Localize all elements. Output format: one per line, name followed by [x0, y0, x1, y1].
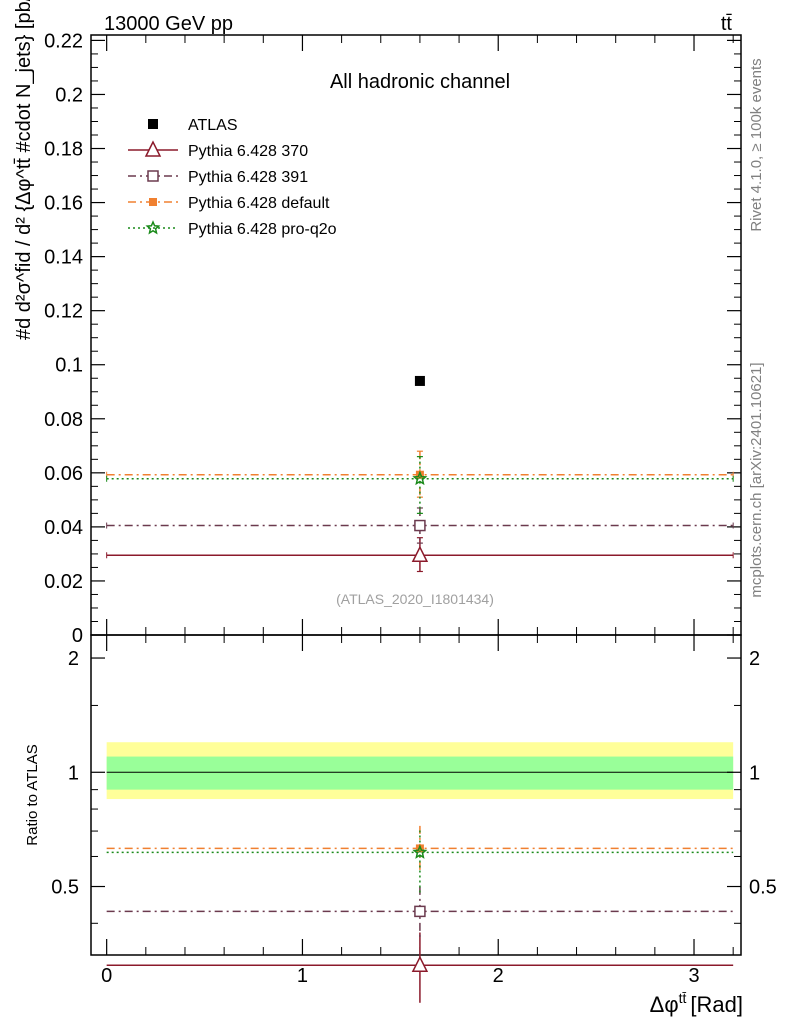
ratio-marker-0 — [411, 955, 429, 973]
legend-label-4: Pythia 6.428 pro-q2o — [188, 221, 337, 238]
x-axis-label: Δφtt̄ [Rad] — [650, 990, 743, 1017]
y-tick-label: 0.18 — [44, 139, 83, 161]
y-tick-label: 0.04 — [44, 517, 83, 539]
ratio-tick-label: 2 — [68, 648, 79, 670]
main-y-axis: 0 0.02 0.04 0.06 0.08 0.1 0.12 0.14 0.16 0.18 0.2 0… — [44, 30, 741, 647]
legend-marker-0 — [148, 119, 158, 129]
legend-label-0: ATLAS — [188, 117, 238, 134]
ratio-marker-3 — [412, 844, 428, 859]
y-tick-label: 0.14 — [44, 247, 83, 269]
analysis-watermark: (ATLAS_2020_I1801434) — [336, 591, 494, 607]
ratio-plot-series — [106, 825, 734, 1003]
legend-label-3: Pythia 6.428 default — [188, 195, 330, 212]
y-tick-label: 0.08 — [44, 409, 83, 431]
y-tick-label: 0.06 — [44, 463, 83, 485]
legend-marker-4 — [145, 220, 161, 235]
legend: ATLAS Pythia 6.428 370 Pythia 6.428 391 Pyt… — [128, 117, 337, 238]
y-tick-label: 0.2 — [55, 84, 83, 106]
y-tick-label: 0 — [72, 625, 83, 647]
x-tick-label: 0 — [101, 965, 112, 987]
y-tick-label: 0.1 — [55, 355, 83, 377]
ratio-stat-band — [106, 756, 734, 790]
ratio-tick-label-right: 1 — [749, 762, 760, 784]
y-tick-label: 0.22 — [44, 30, 83, 52]
ratio-y-axis: 0.5 0.5 1 1 2 2 — [51, 648, 777, 924]
ratio-tick-label: 0.5 — [51, 877, 79, 899]
main-y-axis-label: #d d²σ^fid / d² {Δφ^tt̄ #cdot N_jets} [p… — [13, 0, 35, 340]
y-tick-label: 0.12 — [44, 301, 83, 323]
ratio-marker-2 — [415, 844, 424, 853]
header-process-label: tt̄ — [721, 13, 733, 35]
chart-title: All hadronic channel — [330, 71, 510, 93]
main-plot-series — [106, 375, 734, 573]
x-tick-label: 1 — [297, 965, 308, 987]
ratio-tick-label: 1 — [68, 762, 79, 784]
ratio-uncertainty-bands — [106, 742, 734, 800]
ratio-tick-label-right: 2 — [749, 648, 760, 670]
series-marker-1 — [414, 519, 426, 532]
atlas-data-point — [414, 375, 425, 386]
ratio-tick-label-right: 0.5 — [749, 877, 777, 899]
x-axis-label-unit: [Rad] — [690, 992, 743, 1017]
y-tick-label: 0.16 — [44, 193, 83, 215]
rivet-version-label: Rivet 4.1.0, ≥ 100k events — [748, 58, 765, 231]
legend-label-1: Pythia 6.428 370 — [188, 143, 308, 160]
ratio-y-axis-label: Ratio to ATLAS — [24, 744, 41, 845]
x-axis-label-main: Δφ — [650, 992, 679, 1017]
x-axis: 0 1 2 3 — [101, 35, 734, 987]
legend-marker-2 — [147, 170, 159, 182]
x-tick-label: 2 — [493, 965, 504, 987]
legend-label-2: Pythia 6.428 391 — [188, 169, 308, 186]
header-energy-label: 13000 GeV pp — [104, 13, 233, 35]
legend-marker-1 — [144, 140, 162, 157]
x-axis-label-superscript: tt̄ — [679, 990, 687, 1006]
ratio-marker-1 — [414, 905, 426, 918]
series-marker-3 — [412, 470, 428, 486]
series-marker-0 — [411, 545, 429, 563]
mcplots-label: mcplots.cern.ch [arXiv:2401.10621] — [748, 362, 765, 597]
ratio-plot-frame — [90, 634, 742, 956]
x-tick-label: 3 — [688, 965, 699, 987]
y-tick-label: 0.02 — [44, 571, 83, 593]
legend-marker-3 — [149, 198, 157, 206]
